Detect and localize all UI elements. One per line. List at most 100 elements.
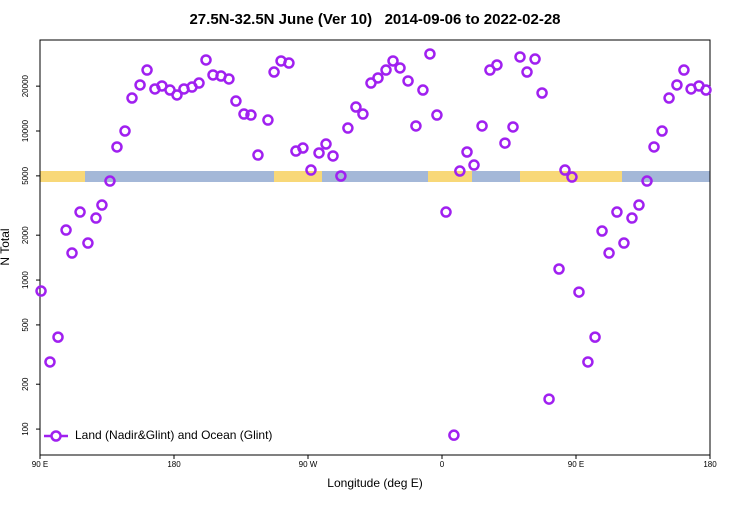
y-tick-label: 5000	[21, 166, 30, 184]
point	[440, 206, 452, 218]
point	[573, 286, 585, 298]
point	[553, 263, 565, 275]
point	[111, 141, 123, 153]
legend-label: Land (Nadir&Glint) and Ocean (Glint)	[75, 428, 272, 442]
point	[134, 79, 146, 91]
chart-title: 27.5N-32.5N June (Ver 10) 2014-09-06 to …	[189, 11, 560, 28]
point	[611, 206, 623, 218]
point	[350, 101, 362, 113]
point	[297, 142, 309, 154]
x-tick-label: 90 E	[32, 460, 48, 469]
point	[663, 92, 675, 104]
point	[387, 55, 399, 67]
point	[104, 175, 116, 187]
point	[521, 66, 533, 78]
point	[596, 225, 608, 237]
x-tick-label: 90 W	[299, 460, 318, 469]
point	[262, 114, 274, 126]
point	[82, 237, 94, 249]
land-band	[274, 171, 322, 182]
point	[461, 146, 473, 158]
point	[119, 125, 131, 137]
point	[603, 247, 615, 259]
y-tick-label: 200	[21, 377, 30, 391]
y-tick-label: 10000	[21, 119, 30, 142]
point	[454, 165, 466, 177]
point	[402, 75, 414, 87]
point	[626, 212, 638, 224]
point	[641, 175, 653, 187]
point	[476, 120, 488, 132]
point	[305, 164, 317, 176]
point	[268, 66, 280, 78]
point	[335, 170, 347, 182]
point	[582, 356, 594, 368]
land-band	[40, 171, 85, 182]
point	[514, 51, 526, 63]
point	[245, 109, 257, 121]
point	[96, 199, 108, 211]
y-tick-label: 2000	[21, 226, 30, 244]
point	[543, 393, 555, 405]
legend-marker	[50, 430, 62, 442]
plot-frame	[39, 39, 711, 456]
point	[52, 331, 64, 343]
point	[529, 53, 541, 65]
point	[633, 199, 645, 211]
x-axis-label: Longitude (deg E)	[327, 476, 422, 490]
point	[417, 84, 429, 96]
point	[372, 72, 384, 84]
x-tick-label: 180	[167, 460, 181, 469]
point	[507, 121, 519, 133]
point	[536, 87, 548, 99]
point	[656, 125, 668, 137]
point	[499, 137, 511, 149]
point	[223, 73, 235, 85]
point	[66, 247, 78, 259]
y-tick-label: 100	[21, 422, 30, 436]
y-axis-label: N Total	[0, 228, 12, 265]
point	[320, 138, 332, 150]
point	[566, 171, 578, 183]
x-tick-label: 180	[703, 460, 717, 469]
point	[252, 149, 264, 161]
point	[141, 64, 153, 76]
point	[230, 95, 242, 107]
land-band	[520, 171, 622, 182]
point	[342, 122, 354, 134]
ocean-band	[40, 171, 710, 182]
point	[424, 48, 436, 60]
point	[431, 109, 443, 121]
point	[193, 77, 205, 89]
point	[90, 212, 102, 224]
y-tick-label: 1000	[21, 271, 30, 289]
point	[618, 237, 630, 249]
point	[559, 164, 571, 176]
point	[589, 331, 601, 343]
point	[35, 285, 47, 297]
surface-band	[40, 171, 710, 182]
point	[200, 54, 212, 66]
point	[283, 57, 295, 69]
point	[44, 356, 56, 368]
point	[678, 64, 690, 76]
point	[671, 79, 683, 91]
land-band	[428, 171, 472, 182]
x-tick-label: 0	[440, 460, 445, 469]
point	[327, 150, 339, 162]
point	[357, 108, 369, 120]
x-tick-label: 90 E	[568, 460, 584, 469]
point	[410, 120, 422, 132]
point	[380, 64, 392, 76]
point	[700, 84, 712, 96]
point	[171, 89, 183, 101]
point	[74, 206, 86, 218]
point	[394, 62, 406, 74]
point	[491, 59, 503, 71]
y-tick-label: 20000	[21, 74, 30, 97]
point	[126, 92, 138, 104]
point	[60, 224, 72, 236]
point	[468, 159, 480, 171]
point	[448, 429, 460, 441]
